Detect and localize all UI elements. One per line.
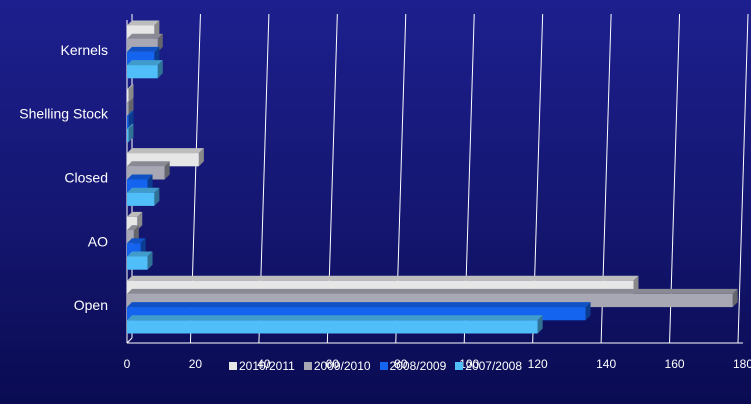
bar-side-face [537,315,543,334]
bar-side-face [157,60,163,79]
bar-top-face [127,315,543,321]
legend: 2010/2011 2009/2010 2008/2009 2007/2008 [0,356,751,376]
x-tick-label: 0 [124,357,131,371]
bar [127,102,129,116]
legend-label: 2008/2009 [389,359,447,373]
bar-side-face [164,161,170,180]
bar-top-face [127,187,160,193]
x-tick-label: 180 [733,357,751,371]
bar [127,216,138,231]
bar [127,128,129,143]
legend-item-2007-2008: 2007/2008 [455,359,522,373]
bar [127,115,129,129]
bar-top-face [127,275,639,281]
bar-top-face [127,302,591,308]
bar-top-face [127,20,160,26]
x-tick-label: 160 [665,357,685,371]
legend-label: 2007/2008 [465,359,523,373]
bar-top-face [127,238,146,244]
category-label: Closed [64,170,108,186]
legend-item-2010-2011: 2010/2011 [228,359,295,373]
x-tick-label: 60 [326,357,340,371]
bar-top-face [127,225,139,231]
legend-item-2009-2010: 2009/2010 [303,359,371,373]
x-tick-label: 40 [257,357,271,371]
legend-item-2008-2009: 2008/2009 [379,359,447,373]
x-tick-label: 100 [459,357,479,371]
bar-side-face [585,302,591,321]
legend-swatch [379,362,388,370]
bar-top-face [127,60,163,66]
legend-swatch [228,362,237,370]
category-label: Shelling Stock [19,106,109,122]
bar-top-face [127,251,153,257]
bar-top-face [127,84,134,90]
bar [127,89,129,103]
bar-top-face [127,161,170,167]
bar [127,230,134,244]
bar-top-face [127,33,163,39]
bar-top-face [127,288,738,294]
x-tick-label: 140 [596,357,616,371]
gridline [669,13,681,344]
bar-side-face [154,187,160,206]
category-label: Kernels [61,42,108,58]
bar [127,256,148,270]
bar-top-face [127,97,134,103]
axis-depth-line [126,337,133,344]
legend-swatch [455,362,464,370]
category-label: Open [74,297,108,313]
bar [127,192,155,206]
bar-top-face [127,148,204,154]
bar-top-face [127,46,160,52]
bar [127,320,538,334]
bar-side-face [732,288,738,308]
bar-top-face [127,211,143,217]
bar-side-face [198,148,204,167]
bar-top-face [127,123,134,129]
bar-top-face [127,174,153,180]
legend-label: 2009/2010 [313,359,371,373]
bar-top-face [127,110,134,116]
bar-side-face [128,123,134,143]
bar-side-face [147,251,153,270]
legend-label: 2010/2011 [238,359,295,373]
gridline [737,13,749,344]
x-tick-label: 20 [189,357,203,371]
legend-swatch [303,362,312,370]
bar [127,65,158,79]
category-label: AO [88,233,108,249]
x-tick-label: 120 [528,357,548,371]
x-tick-label: 80 [394,357,408,371]
